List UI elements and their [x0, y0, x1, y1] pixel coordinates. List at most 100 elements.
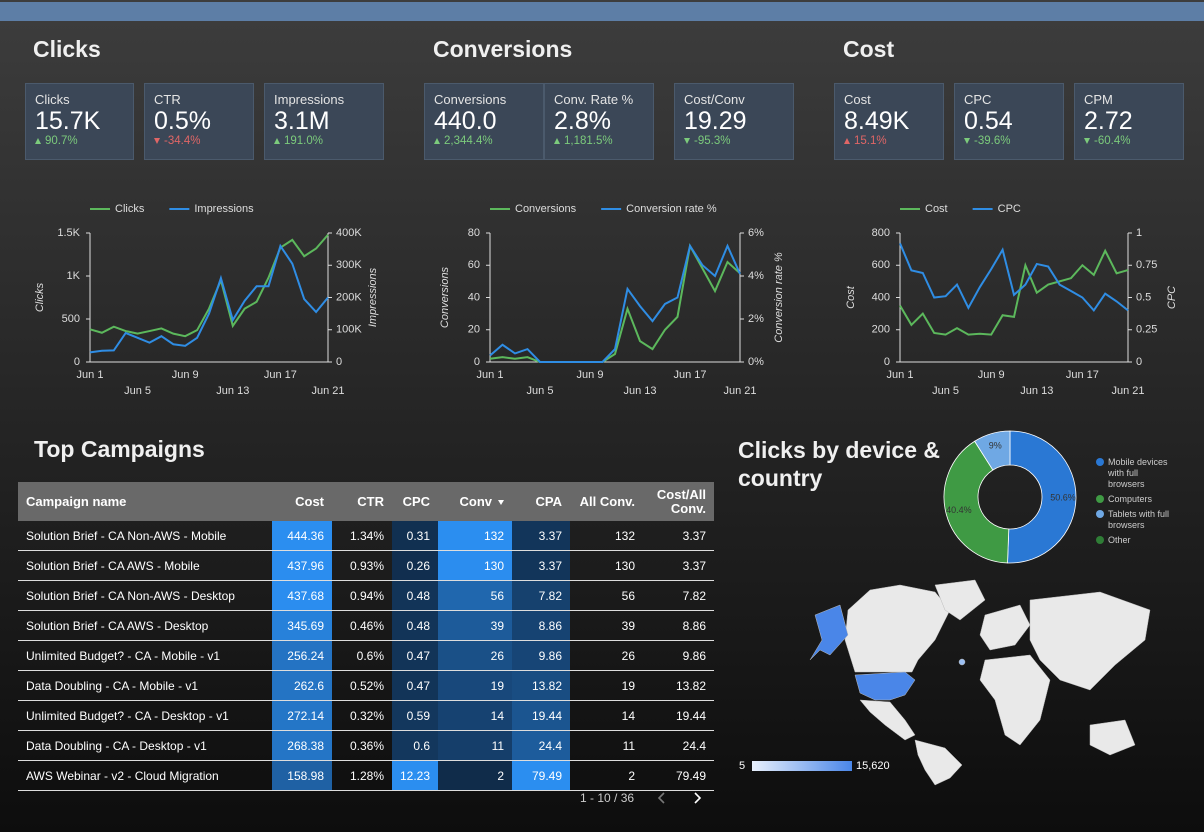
- table-cell: 1.28%: [332, 760, 392, 791]
- legend-dot: [1096, 458, 1104, 466]
- pagination: 1 - 10 / 36: [580, 791, 635, 805]
- prev-page[interactable]: [657, 792, 665, 804]
- y-tick-label: 200: [872, 324, 890, 336]
- table-cell: 3.37: [643, 550, 715, 581]
- campaign-table: Campaign name Cost CTR CPC Conv CPA All Conv. C…: [18, 482, 715, 791]
- scorecard-change: 191.0%: [274, 135, 374, 147]
- y-tick-label: 0: [336, 356, 342, 368]
- y-tick-label: 0: [1136, 356, 1142, 368]
- africa: [979, 654, 1051, 746]
- donut-label: 40.4%: [946, 505, 972, 515]
- scorecard-value: 440.0: [434, 107, 497, 135]
- table-row: Unlimited Budget? - CA - Desktop - v1 272…: [18, 700, 715, 731]
- legend-item: Computers: [1096, 494, 1176, 505]
- table-cell: 56: [438, 580, 513, 611]
- x-tick-label: Jun 13: [1020, 385, 1053, 397]
- south-america: [914, 739, 963, 786]
- column-header-text: CPA: [535, 493, 563, 509]
- table-cell: 2: [438, 760, 513, 791]
- y-tick-label: 800: [872, 227, 890, 239]
- legend-label: Conversion rate %: [626, 203, 717, 215]
- change-value: 1,181.5%: [564, 135, 613, 147]
- scorecard-change: 1,181.5%: [554, 135, 644, 147]
- scorecard-change: -39.6%: [964, 135, 1054, 147]
- column-header[interactable]: CPA: [512, 482, 571, 521]
- table-cell: Solution Brief - CA Non-AWS - Desktop: [18, 580, 272, 611]
- y-tick-label: 1.5K: [57, 227, 80, 239]
- scorecard-label: Cost: [844, 92, 871, 107]
- mexico: [859, 699, 916, 741]
- table-cell: 437.68: [272, 580, 332, 611]
- scorecard-change: -34.4%: [154, 135, 244, 147]
- table-cell: 56: [570, 580, 644, 611]
- column-header[interactable]: CTR: [332, 482, 392, 521]
- table-title: Top Campaigns: [34, 436, 205, 462]
- y-tick-label: 0.25: [1136, 324, 1157, 336]
- table-row: Unlimited Budget? - CA - Mobile - v1 256.…: [18, 640, 715, 671]
- scorecard-value: 3.1M: [274, 107, 330, 135]
- section-title: Conversions: [433, 36, 573, 62]
- scorecard: CTR 0.5% -34.4%: [144, 83, 254, 160]
- table-cell: Unlimited Budget? - CA - Mobile - v1: [18, 640, 272, 671]
- table-cell: 39: [570, 610, 644, 641]
- change-arrow: [554, 138, 560, 144]
- column-header-text: CTR: [357, 493, 384, 509]
- table-cell: Data Doubling - CA - Desktop - v1: [18, 730, 272, 761]
- table-cell: 19.44: [643, 700, 715, 731]
- change-arrow: [434, 138, 440, 144]
- table-cell: 8.86: [512, 610, 571, 641]
- map-legend-min: 5: [739, 760, 745, 772]
- table-cell: 79.49: [512, 760, 571, 791]
- table-cell: 262.6: [272, 670, 332, 701]
- column-header-text: All Conv.: [579, 493, 636, 509]
- scorecard-value: 2.8%: [554, 107, 611, 135]
- table-cell: 19.44: [512, 700, 571, 731]
- change-arrow: [684, 138, 690, 144]
- top-bar: [0, 2, 1204, 21]
- change-value: 2,344.4%: [444, 135, 493, 147]
- table-cell: 256.24: [272, 640, 332, 671]
- table-row: Solution Brief - CA AWS - Desktop 345.69 0…: [18, 610, 715, 641]
- scorecard: Impressions 3.1M 191.0%: [264, 83, 384, 160]
- column-header[interactable]: CPC: [392, 482, 439, 521]
- table-row: Data Doubling - CA - Desktop - v1 268.38 0…: [18, 730, 715, 761]
- column-header[interactable]: Cost/All Conv.: [643, 482, 715, 521]
- change-value: 191.0%: [284, 135, 324, 147]
- table-cell: 24.4: [512, 730, 571, 761]
- y-tick-label: 0.75: [1136, 259, 1157, 271]
- scorecard-change: 15.1%: [844, 135, 934, 147]
- donut-slice: [974, 430, 1011, 471]
- legend-label: Computers: [1108, 494, 1153, 504]
- column-header[interactable]: Conv: [438, 482, 513, 521]
- header-row: Campaign name Cost CTR CPC Conv CPA All Conv. C…: [18, 482, 715, 521]
- x-tick-label: Jun 17: [264, 369, 297, 381]
- table-cell: 14: [438, 700, 513, 731]
- table-cell: 11: [438, 730, 513, 761]
- table: Campaign name Cost CTR CPC Conv CPA All Conv. C…: [18, 482, 715, 791]
- next-page[interactable]: [694, 792, 702, 804]
- x-tick-label: Jun 1: [77, 369, 104, 381]
- change-arrow: [964, 138, 970, 144]
- table-row: Solution Brief - CA Non-AWS - Mobile 444.…: [18, 521, 715, 551]
- table-cell: AWS Webinar - v2 - Cloud Migration: [18, 760, 272, 791]
- column-header[interactable]: All Conv.: [570, 482, 644, 521]
- y-axis-title: Cost: [845, 285, 857, 309]
- table-cell: 444.36: [272, 521, 332, 551]
- scorecard: Cost/Conv 19.29 -95.3%: [674, 83, 794, 160]
- column-header-text: Campaign name: [26, 493, 127, 509]
- y-tick-label: 300K: [336, 259, 362, 271]
- table-body: Solution Brief - CA Non-AWS - Mobile 444.…: [18, 521, 715, 791]
- table-cell: 0.52%: [332, 670, 392, 701]
- table-cell: 0.47: [392, 670, 439, 701]
- table-cell: 0.32%: [332, 700, 392, 731]
- column-header[interactable]: Campaign name: [18, 482, 272, 521]
- table-cell: 268.38: [272, 730, 332, 761]
- column-header[interactable]: Cost: [272, 482, 332, 521]
- table-cell: 12.23: [392, 760, 439, 791]
- usa: [854, 671, 916, 701]
- y-tick-label: 1K: [67, 270, 81, 282]
- table-cell: 26: [438, 640, 513, 671]
- y2-axis-title: CPC: [1166, 286, 1178, 309]
- table-cell: 26: [570, 640, 644, 671]
- scorecard-label: Conversions: [434, 92, 507, 107]
